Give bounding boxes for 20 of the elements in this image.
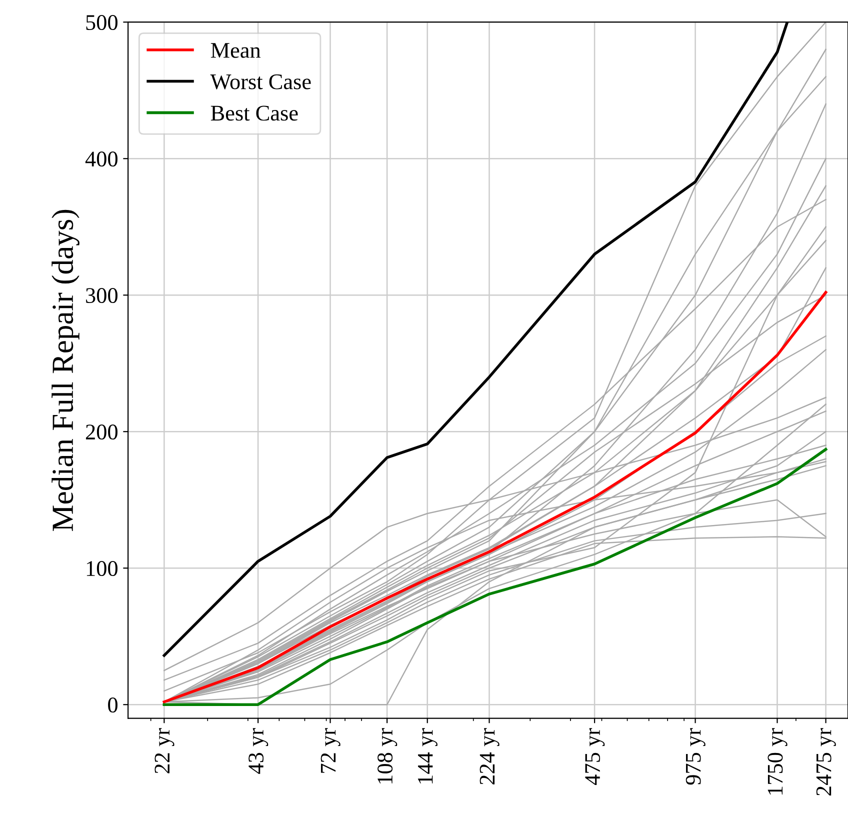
x-tick-label: 2475 yr bbox=[816, 728, 836, 796]
y-tick-label: 100 bbox=[86, 561, 118, 576]
x-tick-label: 43 yr bbox=[248, 728, 268, 774]
x-tick-label: 72 yr bbox=[320, 728, 340, 773]
y-tick-label: 200 bbox=[86, 424, 118, 440]
x-tick-label: 475 yr bbox=[585, 728, 605, 785]
x-tick-label: 22 yr bbox=[154, 728, 174, 774]
y-tick-label: 0 bbox=[108, 698, 118, 713]
y-axis-title: Median Full Repair (days) bbox=[52, 210, 80, 531]
x-tick-label: 975 yr bbox=[686, 728, 706, 785]
legend-label: Mean bbox=[210, 43, 261, 58]
legend-label: Worst Case bbox=[210, 74, 311, 90]
y-tick-label: 400 bbox=[85, 152, 118, 167]
x-tick-label: 108 yr bbox=[378, 728, 398, 784]
x-tick-label: 1750 yr bbox=[768, 728, 788, 795]
legend-label: Best Case bbox=[210, 106, 298, 121]
x-tick-label: 144 yr bbox=[418, 728, 438, 784]
y-tick-label: 300 bbox=[86, 288, 118, 304]
x-tick-label: 224 yr bbox=[480, 728, 500, 784]
y-tick-label: 500 bbox=[86, 15, 118, 30]
